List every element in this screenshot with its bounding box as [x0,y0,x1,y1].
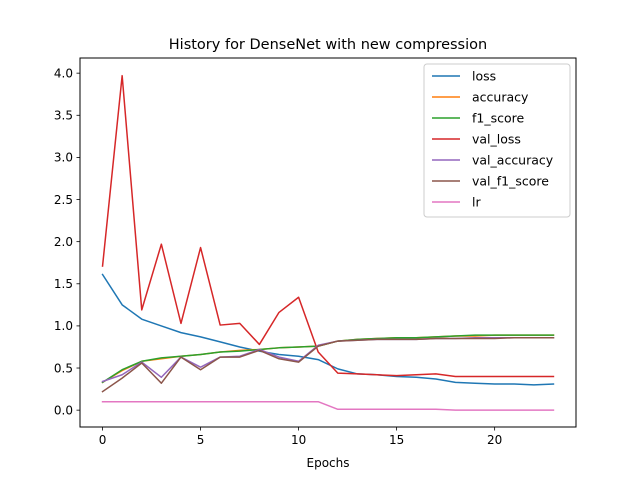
x-axis: 0 5 10 15 20 [99,427,502,447]
series-line-f1-score [101,334,555,384]
legend-label-loss: loss [472,69,496,84]
x-axis-label: Epochs [307,456,350,470]
x-tick-label: 0 [99,433,107,447]
y-tick-label: 0.0 [54,403,73,417]
legend-label-val-loss: val_loss [472,132,521,147]
series-layer [101,74,555,411]
series-line-accuracy [101,334,555,384]
series-line-lr [101,400,555,411]
series-line-val-f1-score [101,336,555,393]
y-tick-label: 1.5 [54,277,73,291]
y-tick-label: 1.0 [54,319,73,333]
legend-box [423,63,571,218]
series-line-loss [101,273,555,386]
y-tick-label: 3.5 [54,109,73,123]
legend-label-accuracy: accuracy [472,90,529,105]
legend-label-lr: lr [472,195,481,210]
x-tick-label: 5 [197,433,205,447]
plot-frame [79,57,577,428]
series-line-val-loss [101,74,555,378]
y-tick-label: 3.0 [54,151,73,165]
x-tick-label: 10 [291,433,306,447]
legend-label-val-accuracy: val_accuracy [472,153,554,168]
legend: loss accuracy f1_score val_loss val_accuracy… [423,63,571,218]
y-tick-label: 4.0 [54,66,73,80]
y-tick-label: 0.5 [54,361,73,375]
y-tick-label: 2.0 [54,235,73,249]
y-axis: 0.0 0.5 1.0 1.5 2.0 2.5 3.0 3.5 4.0 [54,66,80,417]
y-tick-label: 2.5 [54,193,73,207]
chart-title: History for DenseNet with new compressio… [169,37,487,53]
legend-label-f1-score: f1_score [472,111,525,126]
x-tick-label: 20 [487,433,502,447]
x-tick-label: 15 [389,433,404,447]
legend-label-val-f1-score: val_f1_score [472,174,549,189]
